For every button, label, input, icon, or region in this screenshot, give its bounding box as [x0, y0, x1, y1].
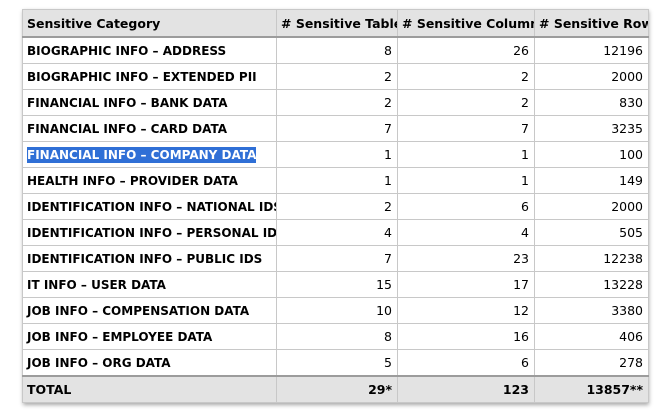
header-sensitive-rows[interactable]: # Sensitive Rows — [534, 9, 649, 38]
category-text: IDENTIFICATION INFO – PUBLIC IDS — [27, 251, 263, 266]
cell-columns: 12 — [397, 297, 535, 324]
cell-columns: 4 — [397, 219, 535, 246]
cell-tables: 4 — [276, 219, 398, 246]
cell-columns: 2 — [397, 89, 535, 116]
cell-rows: 3235 — [534, 115, 649, 142]
total-row: TOTAL 29* 123 13857** — [22, 375, 649, 403]
table-row[interactable]: BIOGRAPHIC INFO – ADDRESS 8 26 12196 — [22, 36, 649, 64]
cell-tables: 8 — [276, 323, 398, 350]
cell-columns: 26 — [397, 36, 535, 64]
cell-columns: 6 — [397, 193, 535, 220]
cell-columns: 1 — [397, 167, 535, 194]
cell-rows: 2000 — [534, 63, 649, 90]
cell-category[interactable]: FINANCIAL INFO – COMPANY DATA — [22, 141, 277, 168]
cell-rows: 406 — [534, 323, 649, 350]
cell-tables: 5 — [276, 349, 398, 377]
cell-category[interactable]: FINANCIAL INFO – CARD DATA — [22, 115, 277, 142]
total-tables: 29* — [276, 375, 398, 403]
cell-category[interactable]: IDENTIFICATION INFO – NATIONAL IDS — [22, 193, 277, 220]
cell-rows: 12238 — [534, 245, 649, 272]
table-row[interactable]: IDENTIFICATION INFO – PUBLIC IDS 7 23 12238 — [22, 245, 649, 272]
cell-tables: 15 — [276, 271, 398, 298]
category-text: IT INFO – USER DATA — [27, 277, 166, 292]
cell-tables: 7 — [276, 245, 398, 272]
category-text: JOB INFO – EMPLOYEE DATA — [27, 329, 213, 344]
cell-columns: 16 — [397, 323, 535, 350]
table-row[interactable]: FINANCIAL INFO – COMPANY DATA 1 1 100 — [22, 141, 649, 168]
cell-category[interactable]: IDENTIFICATION INFO – PUBLIC IDS — [22, 245, 277, 272]
table-row[interactable]: FINANCIAL INFO – CARD DATA 7 7 3235 — [22, 115, 649, 142]
table-row[interactable]: BIOGRAPHIC INFO – EXTENDED PII 2 2 2000 — [22, 63, 649, 90]
cell-category[interactable]: IT INFO – USER DATA — [22, 271, 277, 298]
table-footer: TOTAL 29* 123 13857** — [22, 375, 649, 403]
table-row[interactable]: IDENTIFICATION INFO – PERSONAL IDS 4 4 505 — [22, 219, 649, 246]
cell-columns: 17 — [397, 271, 535, 298]
cell-columns: 6 — [397, 349, 535, 377]
cell-tables: 1 — [276, 141, 398, 168]
total-columns: 123 — [397, 375, 535, 403]
cell-columns: 1 — [397, 141, 535, 168]
cell-rows: 3380 — [534, 297, 649, 324]
category-text: BIOGRAPHIC INFO – ADDRESS — [27, 43, 227, 58]
header-sensitive-columns[interactable]: # Sensitive Columns — [397, 9, 535, 38]
cell-rows: 100 — [534, 141, 649, 168]
cell-tables: 7 — [276, 115, 398, 142]
cell-tables: 2 — [276, 193, 398, 220]
total-label: TOTAL — [22, 375, 277, 403]
cell-rows: 149 — [534, 167, 649, 194]
category-text: JOB INFO – ORG DATA — [27, 355, 171, 370]
cell-category[interactable]: IDENTIFICATION INFO – PERSONAL IDS — [22, 219, 277, 246]
header-row: Sensitive Category # Sensitive Tables # … — [22, 9, 649, 38]
category-text: JOB INFO – COMPENSATION DATA — [27, 303, 250, 318]
table-row[interactable]: HEALTH INFO – PROVIDER DATA 1 1 149 — [22, 167, 649, 194]
table-row[interactable]: FINANCIAL INFO – BANK DATA 2 2 830 — [22, 89, 649, 116]
category-text: IDENTIFICATION INFO – PERSONAL IDS — [27, 225, 277, 240]
cell-tables: 2 — [276, 89, 398, 116]
header-sensitive-category[interactable]: Sensitive Category — [22, 9, 277, 38]
category-text: FINANCIAL INFO – BANK DATA — [27, 95, 228, 110]
table-row[interactable]: JOB INFO – ORG DATA 5 6 278 — [22, 349, 649, 377]
cell-rows: 278 — [534, 349, 649, 377]
total-rows: 13857** — [534, 375, 649, 403]
cell-tables: 2 — [276, 63, 398, 90]
cell-tables: 10 — [276, 297, 398, 324]
table-row[interactable]: IT INFO – USER DATA 15 17 13228 — [22, 271, 649, 298]
cell-category[interactable]: BIOGRAPHIC INFO – EXTENDED PII — [22, 63, 277, 90]
category-text: FINANCIAL INFO – COMPANY DATA — [27, 146, 257, 163]
category-text: FINANCIAL INFO – CARD DATA — [27, 121, 228, 136]
cell-columns: 2 — [397, 63, 535, 90]
table-body: BIOGRAPHIC INFO – ADDRESS 8 26 12196 BIOGRAP… — [22, 36, 649, 377]
cell-category[interactable]: JOB INFO – ORG DATA — [22, 349, 277, 377]
header-sensitive-tables[interactable]: # Sensitive Tables — [276, 9, 398, 38]
cell-rows: 830 — [534, 89, 649, 116]
table-row[interactable]: JOB INFO – EMPLOYEE DATA 8 16 406 — [22, 323, 649, 350]
cell-category[interactable]: FINANCIAL INFO – BANK DATA — [22, 89, 277, 116]
sensitive-data-table: Sensitive Category # Sensitive Tables # … — [22, 9, 649, 403]
cell-columns: 23 — [397, 245, 535, 272]
table-header: Sensitive Category # Sensitive Tables # … — [22, 9, 649, 38]
cell-rows: 2000 — [534, 193, 649, 220]
sensitive-data-report: Sensitive Category # Sensitive Tables # … — [22, 9, 649, 403]
cell-category[interactable]: HEALTH INFO – PROVIDER DATA — [22, 167, 277, 194]
category-text: HEALTH INFO – PROVIDER DATA — [27, 173, 238, 188]
table-row[interactable]: JOB INFO – COMPENSATION DATA 10 12 3380 — [22, 297, 649, 324]
cell-rows: 13228 — [534, 271, 649, 298]
category-text: BIOGRAPHIC INFO – EXTENDED PII — [27, 69, 257, 84]
table-row[interactable]: IDENTIFICATION INFO – NATIONAL IDS 2 6 2000 — [22, 193, 649, 220]
cell-category[interactable]: JOB INFO – EMPLOYEE DATA — [22, 323, 277, 350]
cell-category[interactable]: JOB INFO – COMPENSATION DATA — [22, 297, 277, 324]
cell-tables: 1 — [276, 167, 398, 194]
cell-tables: 8 — [276, 36, 398, 64]
cell-rows: 12196 — [534, 36, 649, 64]
category-text: IDENTIFICATION INFO – NATIONAL IDS — [27, 199, 277, 214]
cell-columns: 7 — [397, 115, 535, 142]
cell-category[interactable]: BIOGRAPHIC INFO – ADDRESS — [22, 36, 277, 64]
cell-rows: 505 — [534, 219, 649, 246]
